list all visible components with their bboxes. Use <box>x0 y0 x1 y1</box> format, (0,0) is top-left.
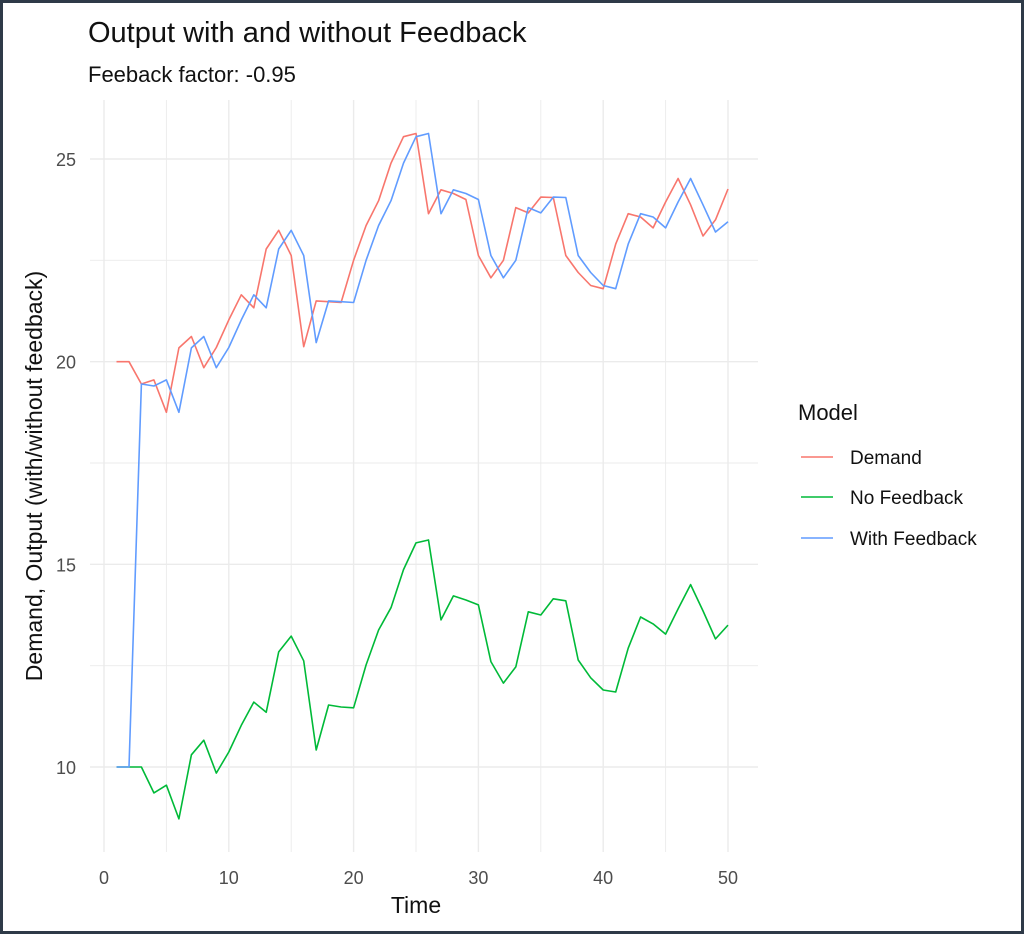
x-tick-label: 30 <box>468 868 488 888</box>
legend-item-with-feedback: With Feedback <box>801 529 977 550</box>
chart-title: Output with and without Feedback <box>88 17 527 49</box>
chart-subtitle: Feeback factor: -0.95 <box>88 62 296 87</box>
series-lines <box>116 132 729 820</box>
legend-item-demand: Demand <box>801 448 922 469</box>
x-axis-label: Time <box>391 892 441 918</box>
x-tick-label: 0 <box>99 868 109 888</box>
y-tick-label: 15 <box>56 555 76 575</box>
y-tick-labels: 10 15 20 25 <box>56 150 76 778</box>
y-tick-label: 20 <box>56 353 76 373</box>
series-line-no-feedback <box>116 539 729 820</box>
grid <box>90 100 758 852</box>
legend-label-with-feedback: With Feedback <box>850 529 977 550</box>
y-tick-label: 10 <box>56 758 76 778</box>
series-line-demand <box>116 132 729 414</box>
series-line-with-feedback <box>116 132 729 768</box>
legend-item-no-feedback: No Feedback <box>801 488 964 509</box>
x-tick-labels: 0 10 20 30 40 50 <box>99 868 738 888</box>
x-tick-label: 10 <box>219 868 239 888</box>
y-tick-label: 25 <box>56 150 76 170</box>
legend: Model Demand No Feedback With Feedback <box>798 400 977 550</box>
x-tick-label: 20 <box>344 868 364 888</box>
x-tick-label: 50 <box>718 868 738 888</box>
legend-label-demand: Demand <box>850 448 922 469</box>
y-axis-label: Demand, Output (with/without feedback) <box>21 271 47 681</box>
x-tick-label: 40 <box>593 868 613 888</box>
legend-label-no-feedback: No Feedback <box>850 488 964 509</box>
legend-title: Model <box>798 400 858 425</box>
